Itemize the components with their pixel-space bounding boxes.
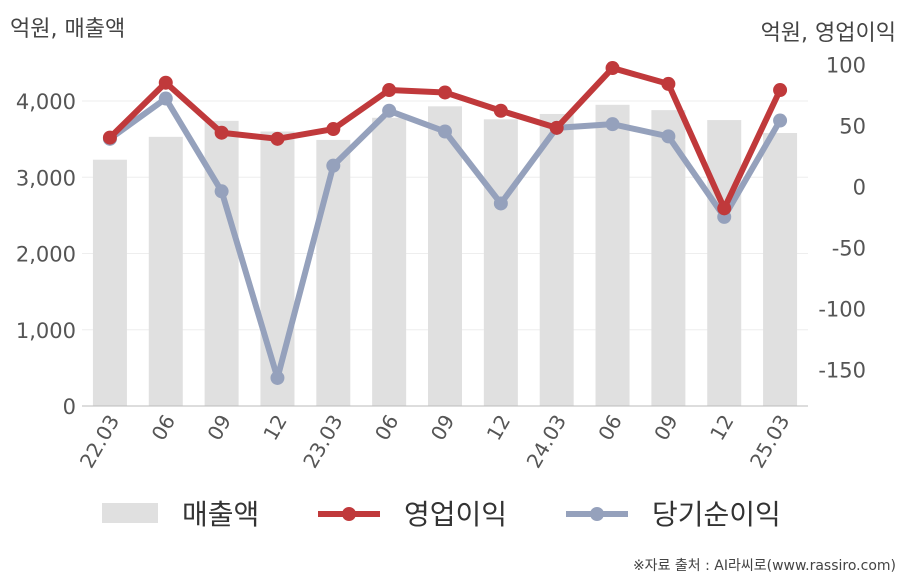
legend-label-operating-profit: 영업이익: [404, 498, 507, 531]
operating-profit-point-8: [549, 120, 564, 135]
bar-11: [707, 120, 742, 406]
bar-6: [428, 106, 462, 407]
left-tick-label-4: 4,000: [16, 90, 76, 114]
bar-2: [204, 120, 239, 406]
operating-profit-point-0: [102, 130, 117, 145]
bar-8: [539, 113, 574, 407]
x-tick-label-11: 12: [705, 411, 739, 445]
left-tick-label-1: 1,000: [16, 319, 76, 343]
legend-swatch-revenue: [102, 503, 158, 523]
right-axis-ticks: -150 -100 -50 0 50 100: [818, 53, 866, 382]
legend-swatch-operating-profit-dot: [342, 507, 356, 521]
bar-12: [763, 133, 798, 406]
x-tick-label-2: 09: [202, 411, 236, 445]
left-tick-label-2: 2,000: [16, 243, 76, 267]
right-tick-label-4: 50: [839, 114, 866, 138]
bar-4: [316, 139, 351, 406]
net-income-point-6: [438, 124, 452, 139]
net-income-point-1: [158, 91, 173, 106]
bar-3: [260, 131, 295, 406]
operating-profit-point-6: [438, 85, 452, 100]
right-tick-label-5: 100: [826, 53, 866, 77]
legend-swatch-net-income-dot: [590, 507, 604, 521]
bar-series-revenue: [92, 104, 798, 407]
net-income-point-3: [270, 370, 285, 385]
left-axis-unit: 억원, 매출액: [10, 17, 125, 42]
x-tick-label-1: 06: [147, 411, 181, 445]
bar-1: [148, 136, 183, 406]
operating-profit-point-7: [493, 103, 508, 118]
operating-profit-point-2: [214, 125, 229, 140]
right-tick-label-2: -50: [832, 236, 866, 260]
right-tick-label-1: -100: [818, 297, 866, 321]
x-tick-label-10: 09: [649, 411, 683, 445]
bar-7: [483, 119, 518, 407]
net-income-point-9: [605, 117, 620, 132]
source-note: ※자료 출처 : AI라씨로(www.rassiro.com): [633, 558, 896, 574]
left-tick-label-3: 3,000: [16, 166, 76, 190]
x-tick-label-4: 23.03: [298, 411, 347, 473]
net-income-point-7: [493, 196, 508, 211]
x-tick-label-7: 12: [482, 411, 516, 445]
operating-profit-point-1: [158, 75, 173, 90]
left-axis-ticks: 0 1,000 2,000 3,000 4,000: [16, 90, 76, 419]
net-income-point-5: [382, 103, 397, 118]
bar-5: [372, 117, 407, 407]
operating-profit-point-12: [773, 83, 788, 98]
operating-profit-point-4: [326, 122, 341, 137]
x-tick-label-9: 06: [593, 411, 627, 445]
bar-0: [92, 159, 127, 406]
x-tick-label-8: 24.03: [522, 411, 571, 473]
legend-label-revenue: 매출액: [182, 498, 259, 531]
x-tick-label-6: 09: [426, 411, 460, 445]
x-tick-label-3: 12: [258, 411, 292, 445]
legend-label-net-income: 당기순이익: [652, 498, 781, 531]
operating-profit-point-5: [382, 83, 397, 98]
operating-profit-point-3: [270, 131, 285, 146]
x-tick-label-0: 22.03: [75, 411, 124, 473]
bar-9: [595, 104, 630, 406]
right-tick-label-0: -150: [818, 358, 866, 382]
x-axis-ticks: 22.03 06 09 12 23.03 06 09 12 24.03 06 09 12 25.03: [75, 411, 795, 473]
x-tick-label-12: 25.03: [745, 411, 794, 473]
legend: 매출액 영업이익 당기순이익: [102, 498, 781, 531]
bar-10: [651, 110, 686, 407]
line-series: [102, 61, 788, 385]
net-income-point-10: [661, 129, 676, 144]
x-tick-label-5: 06: [370, 411, 404, 445]
right-tick-label-3: 0: [853, 175, 866, 199]
operating-profit-point-10: [661, 76, 676, 91]
net-income-point-2: [214, 184, 229, 199]
operating-profit-point-11: [717, 201, 732, 216]
net-income-point-12: [773, 113, 788, 128]
net-income-point-4: [326, 158, 341, 173]
operating-profit-point-9: [605, 61, 620, 76]
left-tick-label-0: 0: [63, 395, 76, 419]
right-axis-unit: 억원, 영업이익: [761, 21, 896, 46]
